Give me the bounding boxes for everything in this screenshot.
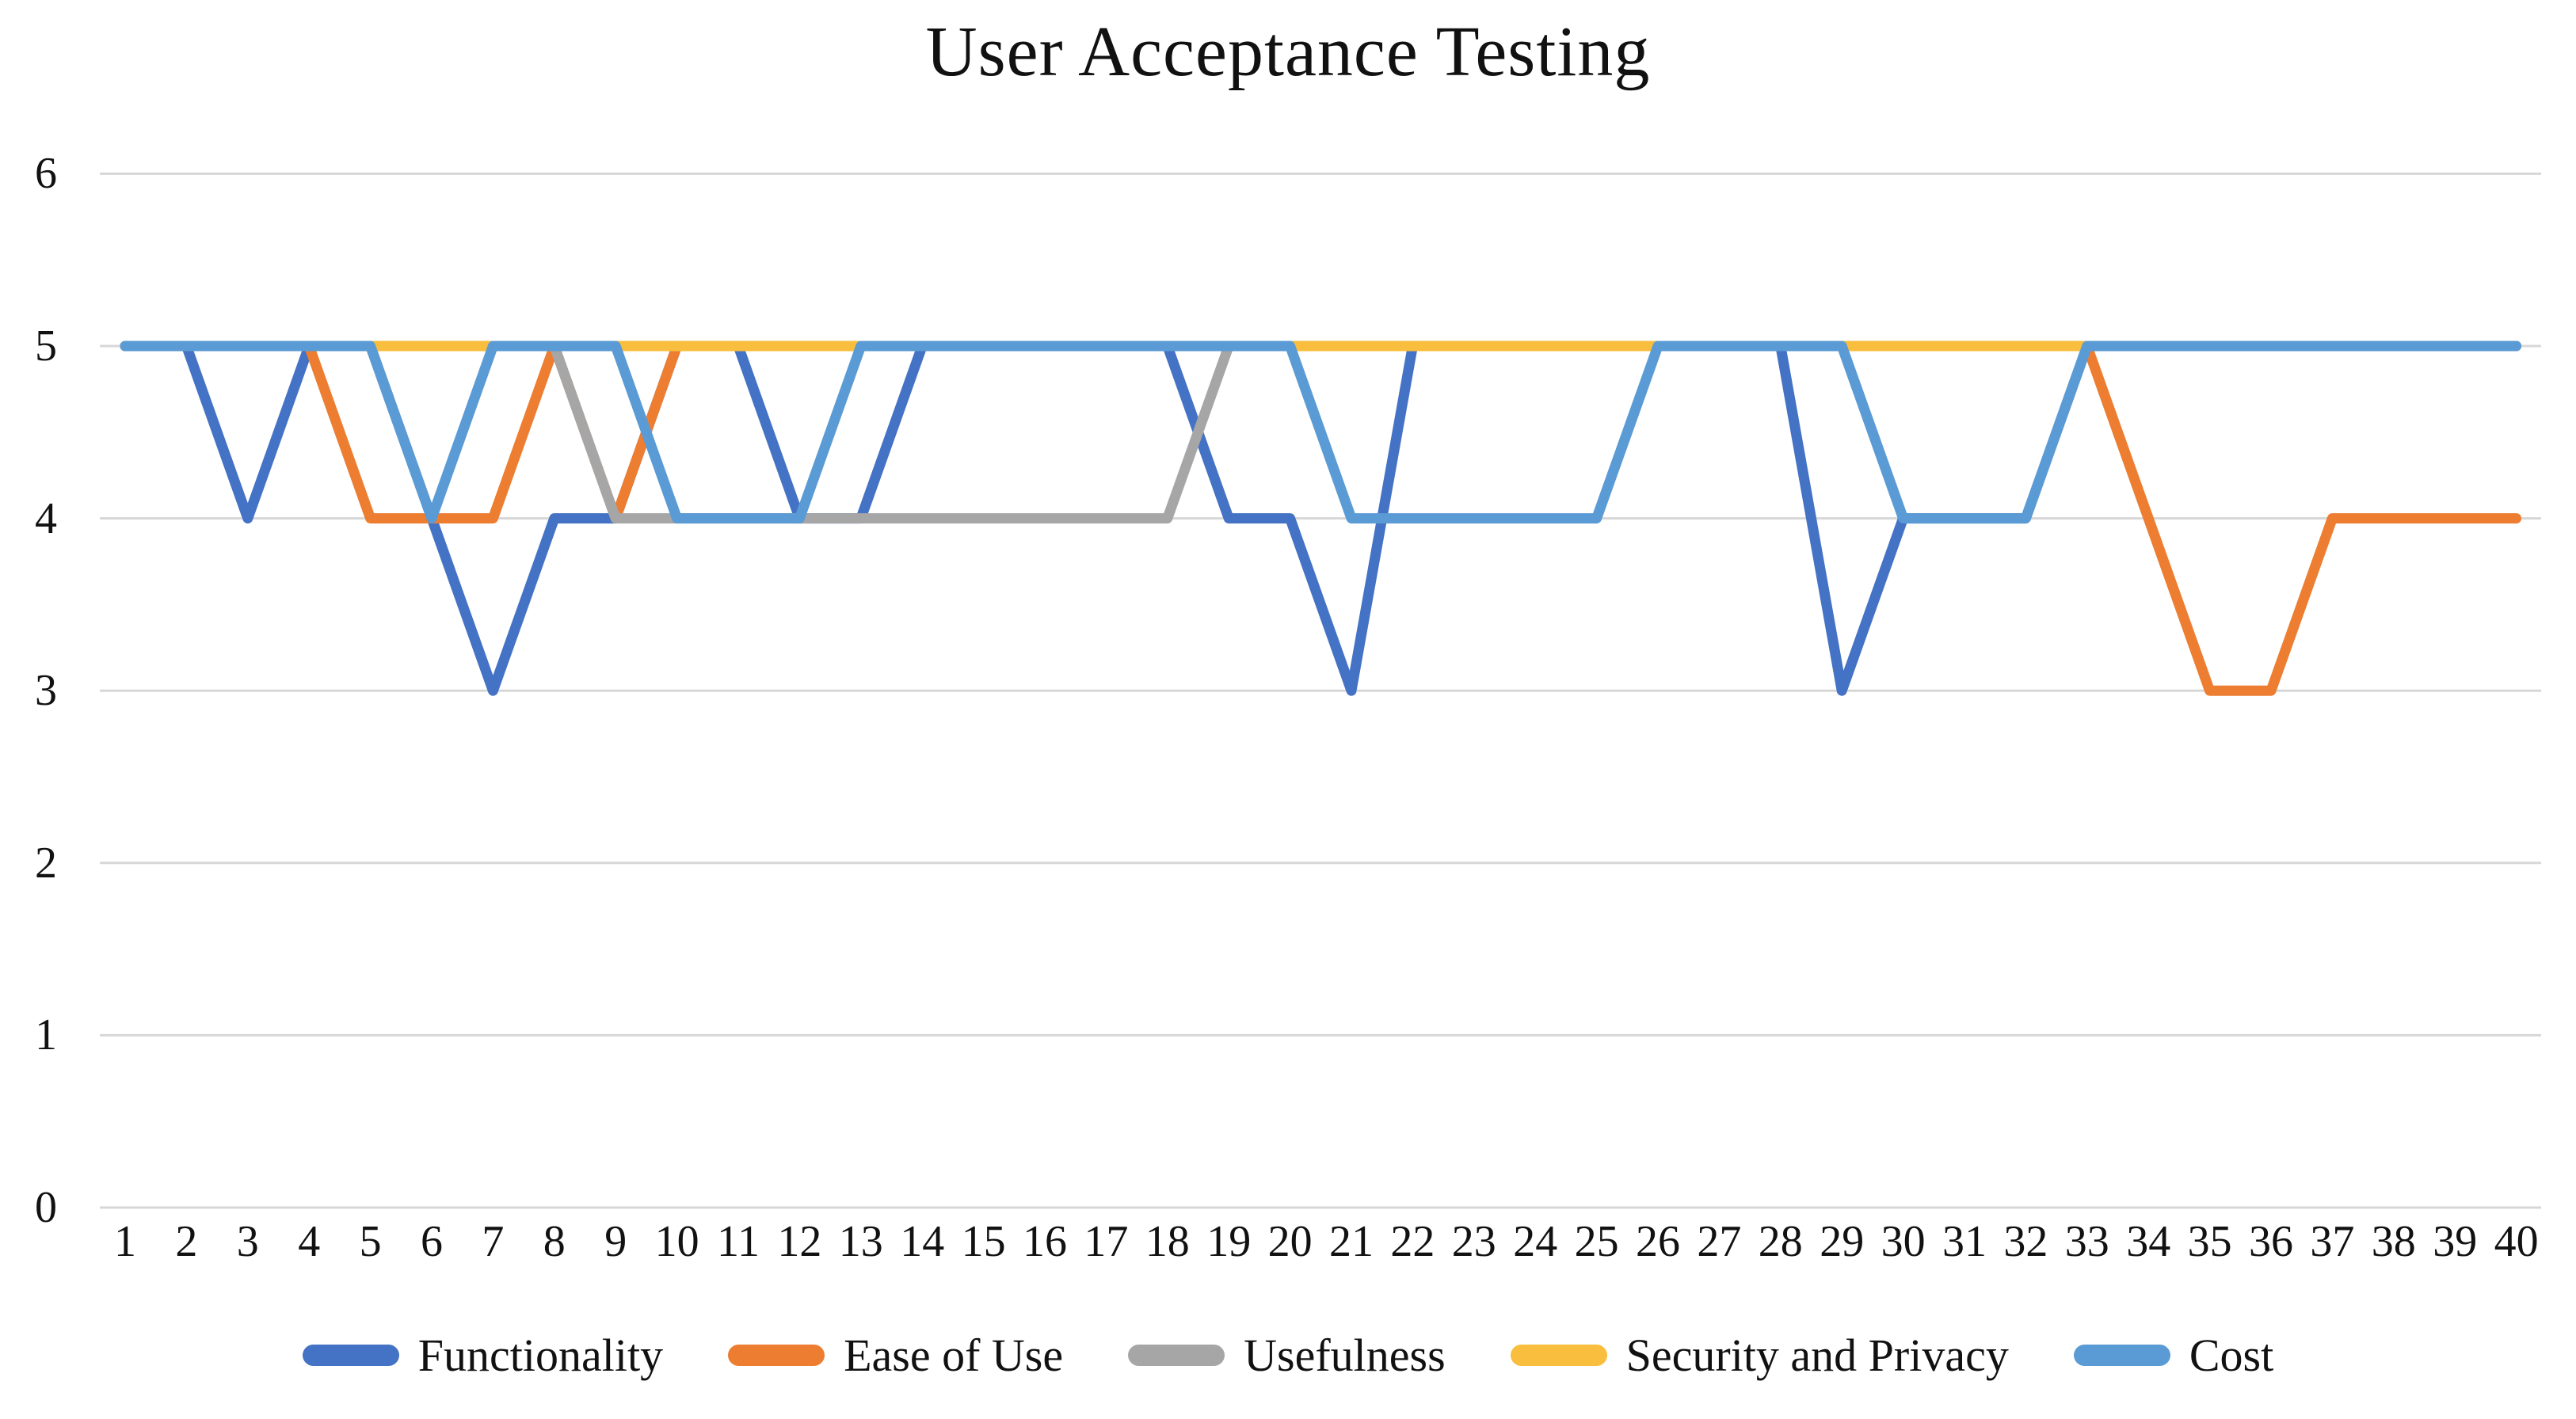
x-tick-label: 6 [421,1217,443,1266]
x-tick-label: 34 [2126,1217,2171,1266]
chart-title: User Acceptance Testing [925,13,1651,91]
legend-marker-ease-of-use [728,1345,825,1366]
x-tick-label: 38 [2371,1217,2416,1266]
x-tick-label: 13 [838,1217,883,1266]
legend-item-functionality: Functionality [302,1329,664,1382]
x-tick-label: 5 [359,1217,382,1266]
x-tick-label: 25 [1574,1217,1619,1266]
legend-label: Functionality [417,1330,664,1381]
legend-marker-usefulness [1128,1345,1225,1366]
x-tick-label: 24 [1513,1217,1558,1266]
x-tick-label: 30 [1881,1217,1926,1266]
x-tick-label: 28 [1758,1217,1803,1266]
x-tick-label: 3 [236,1217,259,1266]
x-tick-label: 16 [1023,1217,1067,1266]
x-tick-label: 22 [1390,1217,1435,1266]
x-tick-label: 8 [543,1217,566,1266]
legend-item-ease-of-use: Ease of Use [728,1329,1063,1382]
y-tick-label: 3 [35,666,57,716]
x-tick-label: 7 [482,1217,505,1266]
x-tick-label: 11 [717,1217,760,1266]
x-tick-label: 40 [2494,1217,2539,1266]
y-tick-label: 6 [35,149,57,199]
x-tick-label: 1 [114,1217,136,1266]
legend-label: Cost [2189,1330,2274,1381]
x-tick-label: 10 [654,1217,699,1266]
x-tick-label: 31 [1942,1217,1987,1266]
legend-item-cost: Cost [2073,1329,2274,1382]
x-tick-label: 37 [2310,1217,2355,1266]
x-tick-label: 19 [1206,1217,1252,1266]
x-tick-label: 17 [1084,1217,1129,1266]
y-tick-label: 1 [35,1010,57,1060]
legend-marker-cost [2073,1345,2170,1366]
x-tick-label: 9 [604,1217,627,1266]
legend-marker-security-and-privacy [1510,1345,1607,1366]
x-tick-label: 33 [2064,1217,2109,1266]
x-tick-label: 36 [2249,1217,2293,1266]
y-tick-label: 2 [35,838,57,888]
x-tick-label: 23 [1451,1217,1496,1266]
x-tick-label: 4 [298,1217,321,1266]
y-tick-label: 4 [35,493,57,543]
x-tick-label: 18 [1145,1217,1190,1266]
x-tick-label: 27 [1697,1217,1742,1266]
legend: Functionality Ease of Use Usefulness Securi… [0,1329,2576,1382]
series-line-cost [120,340,2522,524]
x-tick-label: 26 [1636,1217,1680,1266]
x-tick-label: 21 [1329,1217,1374,1266]
y-tick-label: 5 [35,321,57,371]
x-tick-label: 12 [777,1217,822,1266]
y-tick-label: 0 [35,1183,57,1232]
x-tick-label: 29 [1820,1217,1865,1266]
x-tick-label: 14 [900,1217,945,1266]
legend-item-usefulness: Usefulness [1128,1329,1446,1382]
x-tick-label: 39 [2433,1217,2478,1266]
legend-label: Usefulness [1244,1330,1446,1381]
x-tick-label: 32 [2003,1217,2048,1266]
gridlines [100,172,2541,1209]
x-tick-label: 35 [2187,1217,2232,1266]
x-tick-label: 15 [961,1217,1006,1266]
x-tick-label: 2 [175,1217,198,1266]
legend-label: Security and Privacy [1625,1330,2009,1381]
x-tick-label: 20 [1267,1217,1313,1266]
series-lines [120,340,2522,696]
legend-label: Ease of Use [844,1330,1064,1381]
legend-marker-functionality [302,1345,399,1366]
legend-item-security-and-privacy: Security and Privacy [1510,1329,2009,1382]
